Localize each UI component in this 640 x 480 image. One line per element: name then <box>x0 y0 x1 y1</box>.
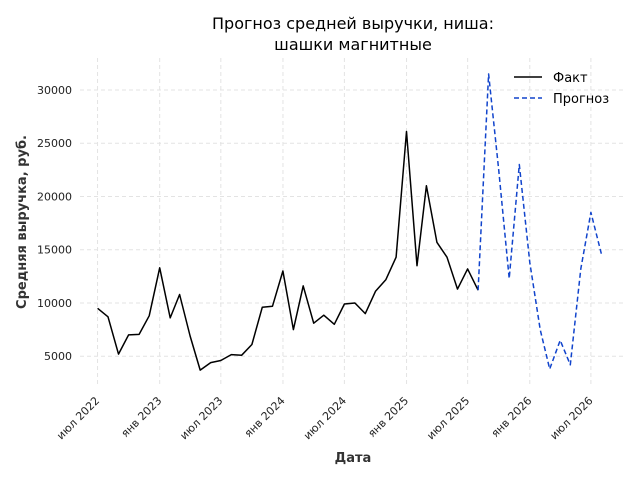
chart-title-line-1: Прогноз средней выручки, ниша: <box>212 14 494 33</box>
y-tick-label: 25000 <box>37 137 72 150</box>
x-tick-label: июл 2022 <box>54 394 102 442</box>
x-tick-label: янв 2026 <box>489 394 535 440</box>
y-tick-label: 5000 <box>44 350 72 363</box>
legend: Факт Прогноз <box>514 71 609 107</box>
x-tick-label: янв 2024 <box>242 394 288 440</box>
y-tick-label: 15000 <box>37 244 72 257</box>
legend-label-fact: Факт <box>553 71 588 86</box>
x-axis-label: Дата <box>335 451 372 466</box>
series-layer <box>97 73 603 371</box>
y-axis-ticks: 5000 10000 15000 20000 25000 30000 <box>37 84 72 363</box>
series-line-fact <box>97 130 479 371</box>
chart-title-line-2: шашки магнитные <box>274 35 432 54</box>
x-tick-label: июл 2026 <box>548 394 596 442</box>
x-tick-label: янв 2025 <box>365 394 411 440</box>
y-tick-label: 10000 <box>37 297 72 310</box>
y-tick-label: 30000 <box>37 84 72 97</box>
x-axis-ticks: июл 2022 янв 2023 июл 2023 янв 2024 июл 2024… <box>54 394 595 442</box>
y-axis-label: Средняя выручка, руб. <box>15 135 30 309</box>
legend-label-forecast: Прогноз <box>553 92 609 107</box>
x-tick-label: янв 2023 <box>119 394 165 440</box>
series-line-forecast <box>477 73 603 370</box>
grid <box>80 58 625 385</box>
x-tick-label: июл 2023 <box>177 394 225 442</box>
y-tick-label: 20000 <box>37 190 72 203</box>
x-tick-label: июл 2025 <box>424 394 472 442</box>
x-tick-label: июл 2024 <box>301 394 349 442</box>
